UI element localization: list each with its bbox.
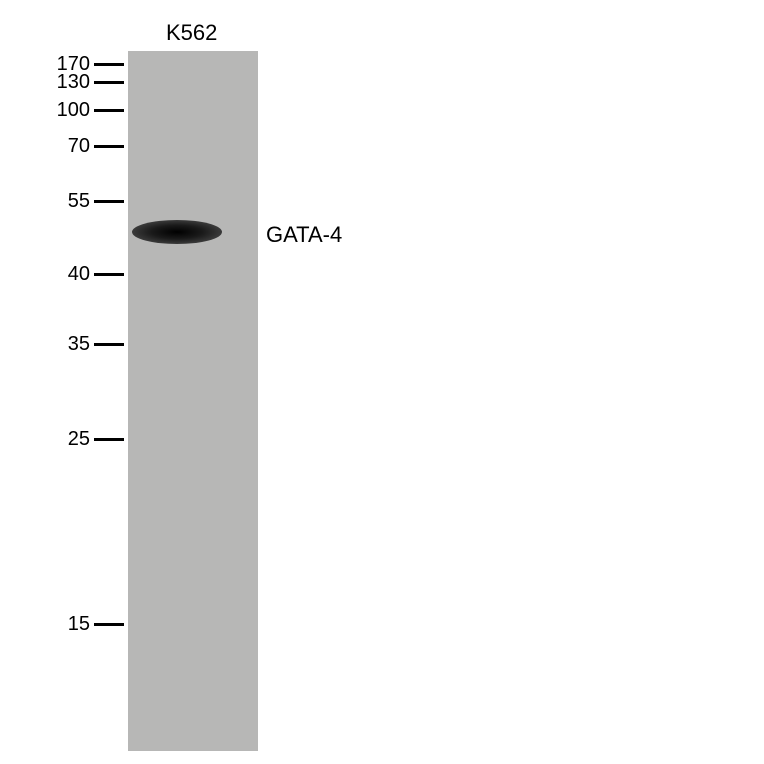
- blot-lane: [128, 51, 258, 751]
- ladder-tick-icon: [94, 109, 124, 112]
- ladder-marker: 15: [68, 614, 124, 634]
- ladder-marker: 25: [68, 429, 124, 449]
- ladder-marker-label: 55: [68, 190, 90, 213]
- ladder-marker-label: 25: [68, 428, 90, 451]
- ladder-tick-icon: [94, 343, 124, 346]
- ladder-marker-label: 130: [57, 71, 90, 94]
- ladder-marker: 100: [57, 100, 124, 120]
- ladder-marker: 70: [68, 136, 124, 156]
- ladder-tick-icon: [94, 623, 124, 626]
- ladder-tick-icon: [94, 63, 124, 66]
- ladder-marker-label: 40: [68, 263, 90, 286]
- western-blot-figure: K562 170130100705540352515 GATA-4: [4, 4, 760, 760]
- ladder-marker: 130: [57, 72, 124, 92]
- ladder-marker-label: 100: [57, 99, 90, 122]
- molecular-weight-ladder: 170130100705540352515: [4, 4, 124, 760]
- protein-band: [132, 220, 222, 244]
- ladder-marker: 40: [68, 264, 124, 284]
- ladder-marker-label: 35: [68, 333, 90, 356]
- protein-band-label: GATA-4: [266, 222, 342, 248]
- ladder-tick-icon: [94, 200, 124, 203]
- lane-header-label: K562: [166, 20, 217, 46]
- ladder-marker-label: 70: [68, 135, 90, 158]
- ladder-tick-icon: [94, 145, 124, 148]
- ladder-tick-icon: [94, 81, 124, 84]
- ladder-marker-label: 15: [68, 613, 90, 636]
- ladder-tick-icon: [94, 273, 124, 276]
- ladder-marker: 55: [68, 191, 124, 211]
- ladder-marker: 35: [68, 334, 124, 354]
- ladder-tick-icon: [94, 438, 124, 441]
